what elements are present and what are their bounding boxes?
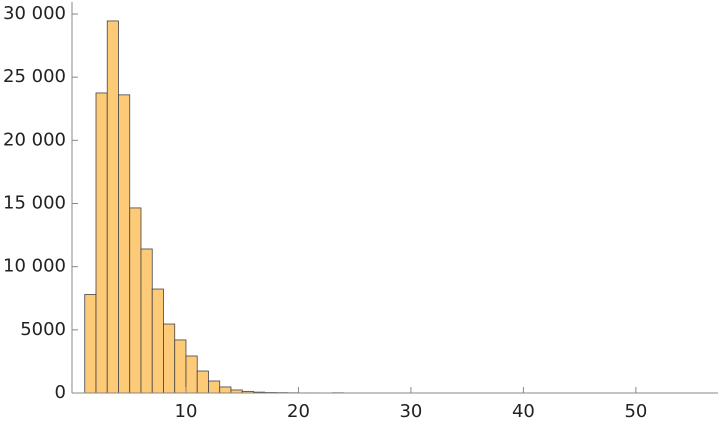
bar — [140, 248, 153, 394]
bar — [95, 92, 108, 394]
bar — [106, 20, 119, 394]
bar — [219, 386, 232, 394]
y-tick-label: 15 000 — [3, 193, 66, 214]
y-tick-label: 20 000 — [3, 129, 66, 150]
x-tick-label: 50 — [624, 401, 647, 422]
bar — [163, 323, 176, 394]
y-tick-label: 5000 — [20, 319, 66, 340]
x-tick-label: 20 — [287, 401, 310, 422]
y-tick-label: 25 000 — [3, 66, 66, 87]
x-tick-label: 30 — [399, 401, 422, 422]
bar — [151, 288, 164, 394]
bar — [174, 339, 187, 394]
bar — [185, 355, 198, 394]
bar — [196, 370, 209, 394]
y-tick-label: 0 — [55, 382, 66, 403]
y-tick-label: 10 000 — [3, 256, 66, 277]
bar — [129, 207, 142, 394]
bar — [84, 294, 97, 394]
y-tick-label: 30 000 — [3, 3, 66, 24]
x-tick-label: 40 — [512, 401, 535, 422]
x-tick-label: 10 — [175, 401, 198, 422]
bar — [208, 380, 221, 394]
bar — [118, 94, 131, 394]
